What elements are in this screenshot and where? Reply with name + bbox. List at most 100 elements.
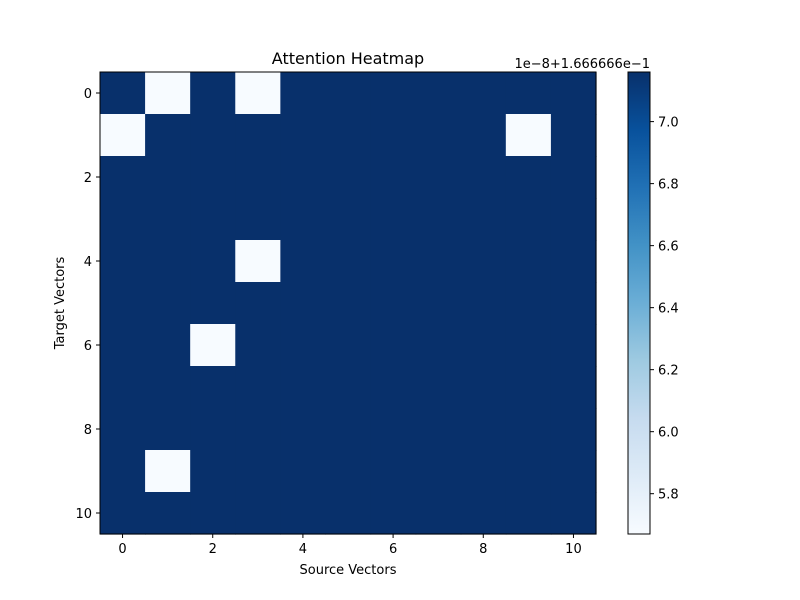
heatmap-cell	[370, 324, 417, 367]
heatmap-cell	[325, 114, 372, 157]
heatmap-cell	[415, 156, 462, 199]
heatmap-cell	[145, 408, 191, 451]
heatmap-cell	[100, 366, 146, 409]
heatmap-cell	[190, 282, 236, 325]
heatmap-cell	[280, 114, 327, 157]
heatmap-cell	[505, 156, 552, 199]
heatmap-cell	[100, 492, 146, 535]
heatmap-cell	[100, 240, 146, 283]
heatmap-cell	[280, 324, 327, 367]
heatmap-cell	[145, 492, 191, 535]
heatmap-cell	[460, 408, 507, 451]
heatmap-cell	[190, 198, 236, 241]
heatmap-cell	[550, 408, 597, 451]
heatmap-cell	[415, 324, 462, 367]
colorbar-tick-label: 6.8	[658, 178, 679, 193]
heatmap-cell	[190, 366, 236, 409]
heatmap-grid	[100, 72, 597, 535]
heatmap-frame	[99, 71, 597, 535]
heatmap-cell	[460, 72, 507, 115]
heatmap-cell	[370, 156, 417, 199]
heatmap-cell	[505, 72, 552, 115]
x-axis-ticks: 0 2 4 6 8 10	[118, 534, 582, 557]
y-tick-label: 6	[84, 339, 92, 354]
colorbar-offset-label: 1e−8+1.666666e−1	[514, 57, 650, 72]
heatmap-cell	[325, 198, 372, 241]
heatmap-cell	[190, 450, 236, 493]
heatmap-cell	[370, 492, 417, 535]
colorbar-tick-label: 6.6	[658, 240, 679, 255]
x-tick-label: 0	[118, 542, 126, 557]
x-tick-label: 4	[299, 542, 307, 557]
heatmap-cell	[145, 72, 191, 115]
heatmap-cell	[505, 450, 552, 493]
chart-title: Attention Heatmap	[272, 49, 424, 68]
heatmap-cell	[100, 282, 146, 325]
colorbar-tick-label: 6.2	[658, 364, 679, 379]
heatmap-cell	[190, 156, 236, 199]
heatmap-cell	[235, 324, 281, 367]
heatmap-cell	[415, 240, 462, 283]
heatmap-cell	[460, 198, 507, 241]
y-tick-label: 10	[75, 507, 92, 522]
heatmap-cell	[280, 198, 327, 241]
heatmap-cell	[505, 114, 552, 157]
heatmap-cell	[325, 408, 372, 451]
heatmap-cell	[190, 492, 236, 535]
heatmap-cell	[145, 198, 191, 241]
heatmap-cell	[100, 450, 146, 493]
heatmap-cell	[100, 408, 146, 451]
x-axis-label: Source Vectors	[300, 563, 397, 578]
heatmap-cell	[325, 492, 372, 535]
colorbar-tick-label: 6.0	[658, 426, 679, 441]
heatmap-cell	[190, 114, 236, 157]
colorbar-tick-label: 6.4	[658, 302, 679, 317]
x-tick-label: 2	[209, 542, 217, 557]
heatmap-cell	[370, 114, 417, 157]
colorbar-ticks: 5.8 6.0 6.2 6.4 6.6 6.8 7.0	[650, 116, 679, 503]
heatmap-cell	[280, 366, 327, 409]
heatmap-cell	[415, 72, 462, 115]
heatmap-cell	[460, 492, 507, 535]
heatmap-cell	[235, 198, 281, 241]
colorbar-tick-label: 7.0	[658, 116, 679, 131]
heatmap-cell	[190, 72, 236, 115]
heatmap-cell	[550, 156, 597, 199]
heatmap-cell	[100, 198, 146, 241]
heatmap-cell	[235, 114, 281, 157]
heatmap-cell	[460, 114, 507, 157]
heatmap-cell	[505, 324, 552, 367]
heatmap-cell	[505, 366, 552, 409]
y-axis-ticks: 0 2 4 6 8 10	[75, 87, 100, 522]
heatmap-cell	[370, 366, 417, 409]
heatmap-cell	[235, 450, 281, 493]
heatmap-cell	[280, 408, 327, 451]
heatmap-cell	[280, 492, 327, 535]
heatmap-cell	[325, 450, 372, 493]
heatmap-cell	[460, 156, 507, 199]
heatmap-cell	[550, 324, 597, 367]
heatmap-cell	[145, 156, 191, 199]
heatmap-cell	[235, 282, 281, 325]
heatmap-cell	[550, 198, 597, 241]
heatmap-cell	[100, 72, 146, 115]
heatmap-cell	[145, 324, 191, 367]
heatmap-cell	[550, 450, 597, 493]
heatmap-cell	[280, 72, 327, 115]
heatmap-cell	[145, 282, 191, 325]
heatmap-cell	[415, 408, 462, 451]
heatmap-cell	[370, 408, 417, 451]
x-tick-label: 10	[565, 542, 582, 557]
heatmap-cell	[460, 366, 507, 409]
heatmap-cell	[280, 450, 327, 493]
heatmap-cell	[235, 72, 281, 115]
heatmap-cell	[100, 156, 146, 199]
y-tick-label: 8	[84, 423, 92, 438]
heatmap-cell	[460, 450, 507, 493]
heatmap-cell	[280, 156, 327, 199]
heatmap-cell	[145, 114, 191, 157]
heatmap-cell	[550, 114, 597, 157]
heatmap-cell	[190, 324, 236, 367]
heatmap-cell	[415, 198, 462, 241]
heatmap-cell	[505, 408, 552, 451]
